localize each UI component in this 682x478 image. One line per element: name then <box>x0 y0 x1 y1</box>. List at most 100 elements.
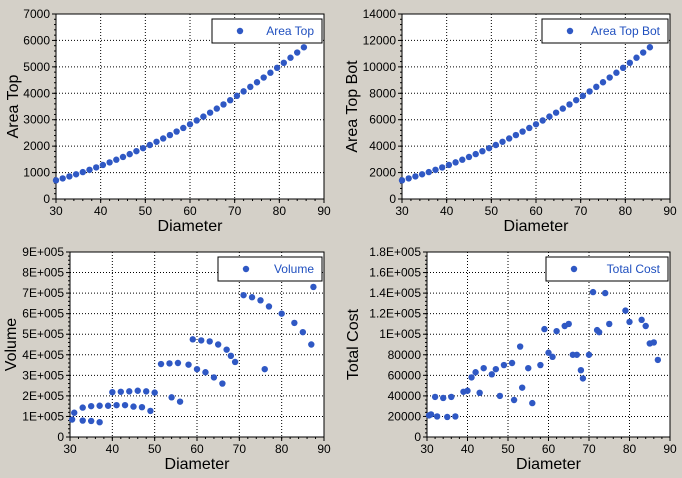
data-point <box>546 113 553 120</box>
data-point <box>214 341 222 348</box>
x-tick-label: 70 <box>228 204 242 218</box>
data-point <box>133 147 140 155</box>
data-point <box>516 343 524 350</box>
data-point <box>573 351 581 358</box>
data-point <box>606 320 613 328</box>
x-tick-label: 90 <box>663 442 677 456</box>
legend-box <box>211 18 323 44</box>
data-point <box>589 288 597 296</box>
data-point <box>160 135 167 142</box>
data-point <box>143 388 150 395</box>
data-point <box>488 371 495 378</box>
data-point <box>566 101 573 108</box>
data-point <box>626 59 633 67</box>
x-tick-label: 50 <box>139 204 153 218</box>
data-point <box>198 337 205 344</box>
y-tick-label: 1.4E+005 <box>369 286 421 300</box>
y-tick-label: 3E+005 <box>22 368 64 382</box>
data-point <box>173 128 180 135</box>
data-point <box>465 153 473 161</box>
data-point <box>52 177 60 184</box>
data-point <box>267 69 274 76</box>
data-point <box>425 168 432 176</box>
data-point <box>240 88 247 95</box>
data-point <box>79 404 86 411</box>
x-tick-label: 80 <box>619 204 633 218</box>
data-point <box>79 168 87 176</box>
data-point <box>512 131 520 139</box>
y-axis-title: Area Top <box>5 75 22 139</box>
y-tick-label: 10000 <box>363 60 397 74</box>
y-tick-label: 1.8E+005 <box>369 245 421 259</box>
data-point <box>300 44 308 51</box>
legend-label: Area Top <box>266 24 314 38</box>
data-point <box>526 124 533 132</box>
x-tick-label: 90 <box>317 442 331 456</box>
data-point <box>219 380 226 387</box>
y-tick-label: 7E+005 <box>22 286 64 300</box>
data-point <box>121 401 129 409</box>
y-axis-title: Total Cost <box>345 308 362 380</box>
data-point <box>273 64 281 72</box>
chart-total-cost: 30 40 50 60 70 80 90 0 20000 40000 60000 80000 1E+00… <box>345 245 677 473</box>
data-point <box>499 138 506 145</box>
data-point <box>586 88 593 95</box>
data-point <box>553 327 560 335</box>
y-tick-label: 2E+005 <box>22 389 64 403</box>
data-point <box>448 393 455 401</box>
data-point <box>541 325 548 333</box>
data-point <box>613 69 620 76</box>
data-point <box>559 105 566 112</box>
y-tick-label: 20000 <box>388 409 422 423</box>
data-point <box>577 366 585 374</box>
data-point <box>227 352 235 360</box>
data-point <box>440 394 447 402</box>
legend-marker <box>570 265 578 273</box>
data-point <box>622 307 629 314</box>
y-tick-label: 40000 <box>388 389 422 403</box>
data-point <box>308 341 315 348</box>
y-tick-label: 8E+005 <box>22 266 64 280</box>
data-point <box>138 403 146 411</box>
y-tick-label: 4E+005 <box>22 348 64 362</box>
data-point <box>96 419 103 426</box>
legend-marker <box>242 265 250 273</box>
legend-label: Area Top Bot <box>591 24 661 38</box>
data-point <box>310 283 317 291</box>
y-tick-label: 1.2E+005 <box>369 307 421 321</box>
data-point <box>452 413 459 420</box>
data-point <box>287 54 294 61</box>
data-point <box>552 109 560 116</box>
data-point <box>280 59 287 67</box>
data-point <box>66 173 73 180</box>
data-point <box>200 113 207 120</box>
y-tick-label: 0 <box>57 430 64 444</box>
x-tick-label: 80 <box>273 204 287 218</box>
y-tick-label: 60000 <box>388 368 422 382</box>
data-point <box>573 96 580 104</box>
y-tick-label: 1000 <box>23 166 50 180</box>
data-point <box>444 413 451 421</box>
y-tick-label: 1E+005 <box>379 327 421 341</box>
x-axis-title: Diameter <box>504 218 570 235</box>
data-point <box>253 79 261 86</box>
x-tick-label: 90 <box>317 204 331 218</box>
chart-area-top-bot: 30 40 50 60 70 80 90 0 2000 4000 6000 8000 10000 1200… <box>344 7 677 235</box>
data-point <box>231 358 239 366</box>
data-point <box>472 369 479 376</box>
data-point <box>595 328 603 336</box>
data-point <box>492 365 500 373</box>
data-point <box>166 360 173 367</box>
x-tick-label: 40 <box>440 204 454 218</box>
data-point <box>104 402 112 409</box>
y-tick-label: 0 <box>43 192 50 206</box>
legend-marker <box>236 27 244 35</box>
data-point <box>210 374 218 381</box>
data-point <box>579 92 587 100</box>
y-tick-label: 2000 <box>23 139 50 153</box>
data-point <box>439 164 446 171</box>
data-point <box>646 44 654 51</box>
data-point <box>593 83 600 91</box>
data-point <box>79 417 86 424</box>
